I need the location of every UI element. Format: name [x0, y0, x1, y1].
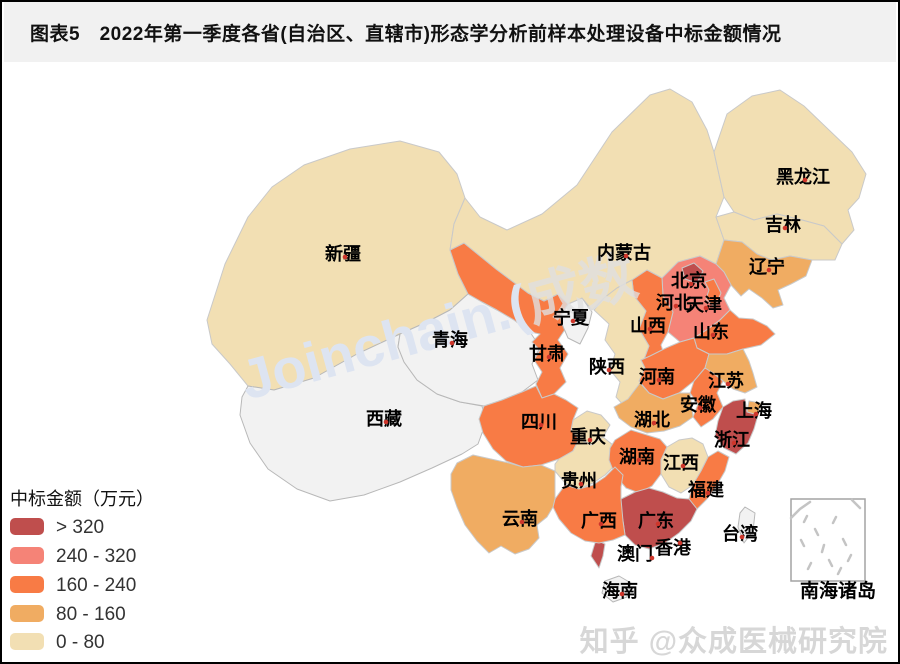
south-china-sea-inset-box: [790, 498, 866, 582]
province-label-gansu: 甘肃: [529, 343, 565, 364]
figure-title-bar: 图表5 2022年第一季度各省(自治区、直辖市)形态学分析前样本处理设备中标金额…: [4, 2, 896, 62]
inset-islands: [799, 514, 853, 576]
province-hubei: [613, 382, 694, 434]
province-label-heilongjiang: 黑龙江: [776, 166, 830, 187]
province-label-yunnan: 云南: [502, 508, 538, 529]
province-tianjin: [704, 278, 722, 308]
province-liaoning: [715, 239, 813, 309]
province-label-xianggang: 香港: [654, 538, 692, 558]
province-label-qinghai: 青海: [432, 329, 468, 350]
legend-swatch-160-240: [10, 576, 44, 593]
province-label-tianjin: 天津: [686, 294, 722, 315]
province-label-neimenggu: 内蒙古: [597, 242, 651, 263]
province-marker-dots: [342, 177, 808, 597]
province-label-guangdong: 广东: [638, 510, 674, 531]
province-hainan: [601, 575, 632, 603]
province-label-liaoning: 辽宁: [749, 256, 785, 277]
province-label-jiangxi: 江西: [663, 453, 699, 473]
watermark-zhihu: 知乎 @众成医械研究院: [580, 624, 888, 658]
province-label-guizhou: 贵州: [561, 471, 597, 491]
province-label-shanxi: 山西: [630, 316, 666, 336]
figure-title: 图表5 2022年第一季度各省(自治区、直辖市)形态学分析前样本处理设备中标金额…: [30, 23, 782, 45]
legend-title: 中标金额（万元）: [10, 489, 154, 509]
province-label-jilin: 吉林: [765, 214, 801, 235]
province-xizang: [239, 333, 487, 502]
legend-label-160-240: 160 - 240: [56, 575, 136, 596]
province-label-xizang: 西藏: [366, 409, 402, 429]
province-label-taiwan: 台湾: [722, 523, 758, 544]
inset-coastline: [789, 500, 812, 520]
legend-swatch-gt320: [10, 518, 44, 535]
province-yunnan: [450, 454, 556, 555]
legend-swatch-240-320: [10, 547, 44, 564]
province-label-fujian: 福建: [687, 479, 724, 500]
province-label-sichuan: 四川: [521, 412, 557, 432]
province-label-hubei: 湖北: [634, 410, 670, 430]
province-label-zhejiang: 浙江: [714, 429, 750, 450]
province-label-jiangsu: 江苏: [708, 370, 744, 391]
legend-label-0-80: 0 - 80: [56, 632, 105, 653]
province-beijing: [681, 262, 704, 284]
province-label-anhui: 安徽: [680, 394, 717, 415]
province-label-guangxi: 广西: [581, 510, 617, 531]
province-label-chongqing: 重庆: [570, 426, 606, 447]
province-label-henan: 河南: [639, 366, 675, 387]
legend-label-80-160: 80 - 160: [56, 604, 126, 625]
province-label-hebei: 河北: [656, 293, 692, 313]
province-label-shandong: 山东: [693, 321, 729, 342]
province-guangdong-leizhou: [590, 539, 606, 569]
province-label-xinjiang: 新疆: [325, 243, 361, 264]
province-guangxi: [552, 466, 626, 544]
legend-swatch-80-160: [10, 605, 44, 622]
province-label-beijing: 北京: [671, 270, 707, 291]
province-fujian: [688, 450, 730, 510]
legend-swatch-0-80: [10, 633, 44, 650]
legend-label-gt320: > 320: [56, 517, 104, 538]
inset-label-nanhaizhudao: 南海诸岛: [800, 579, 876, 602]
province-label-hainan: 海南: [602, 580, 638, 601]
legend-label-240-320: 240 - 320: [56, 546, 136, 567]
province-label-shaanxi: 陕西: [589, 356, 625, 377]
inset-taiwan-mark: [850, 498, 862, 510]
legend: 中标金额（万元） > 320 240 - 320 160 - 240 80 - …: [10, 489, 154, 653]
province-zhejiang: [714, 398, 759, 455]
province-label-aomen: 澳门: [617, 543, 653, 564]
province-label-ningxia: 宁夏: [553, 307, 590, 328]
province-label-hunan: 湖南: [619, 446, 655, 467]
province-taiwan: [737, 506, 756, 544]
province-sichuan: [478, 385, 580, 468]
province-anhui: [689, 367, 724, 428]
province-label-shanghai: 上海: [736, 400, 772, 421]
